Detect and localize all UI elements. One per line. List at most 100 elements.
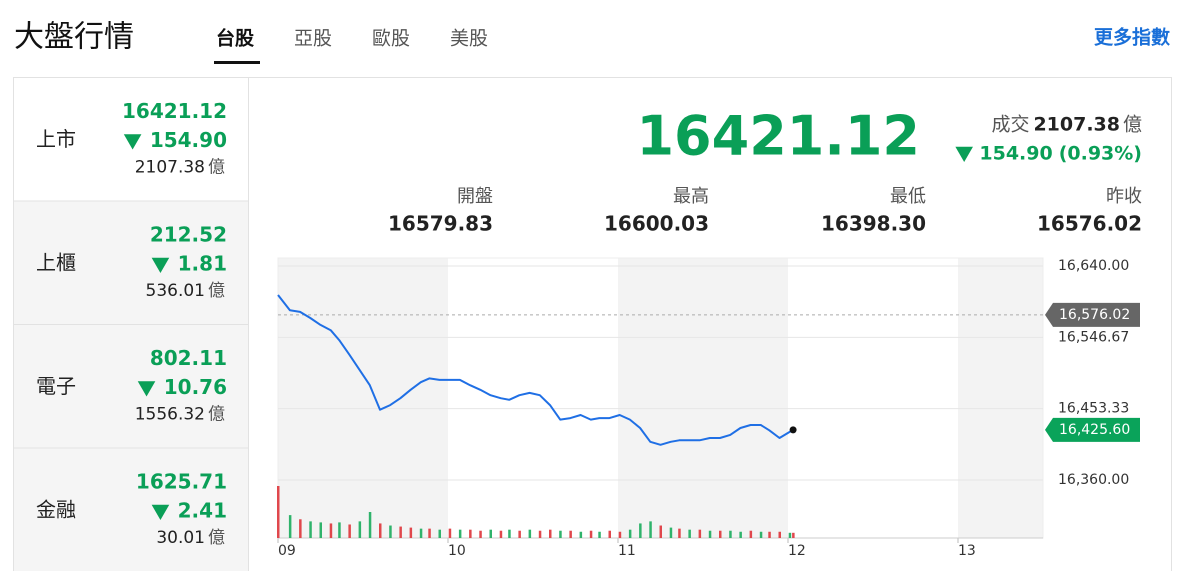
volume-bar (419, 528, 423, 538)
index-unit: 億 (208, 158, 225, 178)
volume-bar (719, 530, 722, 538)
volume-bar (288, 515, 292, 538)
index-volume: 1556.32 (135, 405, 205, 425)
volume-bar (489, 529, 492, 538)
volume-bar (749, 530, 753, 538)
quote-change-pct: (0.93%) (1059, 143, 1142, 165)
index-name: 上櫃 (36, 251, 76, 275)
volume-bar (678, 528, 681, 538)
volume-bar (399, 526, 402, 538)
volume-bar (277, 486, 280, 538)
volume-bar (659, 525, 662, 538)
volume-bar (508, 529, 511, 538)
volume-bar (428, 528, 431, 538)
y-tick-label: 16,453.33 (1058, 401, 1129, 417)
volume-bar (639, 523, 642, 538)
volume-bar (649, 521, 652, 538)
volume-bar (299, 519, 302, 538)
index-row[interactable] (13, 447, 249, 571)
volume-bar (708, 530, 712, 538)
index-change: 1.81 (178, 252, 227, 276)
more-link[interactable]: 更多指數 (1094, 26, 1170, 49)
index-price: 16421.12 (122, 99, 227, 123)
volume-bar (319, 522, 322, 538)
stat-value: 16579.83 (388, 212, 493, 236)
tab[interactable]: 歐股 (372, 28, 410, 50)
volume-bar (329, 523, 333, 538)
stat-label: 開盤 (457, 186, 493, 207)
tab[interactable]: 亞股 (294, 28, 332, 50)
volume-bar (559, 530, 562, 538)
volume-bar (438, 529, 441, 538)
y-tick-label: 16,546.67 (1058, 329, 1129, 345)
stat-value: 16600.03 (604, 212, 709, 236)
volume-bar (469, 529, 472, 538)
down-triangle (955, 146, 973, 162)
reference-label: 16,576.02 (1059, 307, 1130, 323)
volume-bar (739, 531, 742, 538)
stat-value: 16398.30 (821, 212, 926, 236)
index-price: 802.11 (150, 346, 227, 370)
index-volume: 2107.38 (135, 158, 205, 178)
quote-volume: 2107.38 (1033, 114, 1120, 136)
session-band (958, 258, 1043, 538)
volume-bar (598, 531, 601, 538)
down-triangle (151, 504, 170, 520)
index-change: 10.76 (164, 375, 227, 399)
session-band (278, 258, 448, 538)
tab-underline (214, 61, 260, 64)
volume-bar (338, 522, 341, 538)
volume-bar (792, 532, 795, 538)
volume-bar (458, 529, 462, 538)
index-row[interactable] (13, 324, 249, 449)
price-line (277, 294, 794, 446)
volume-bar (579, 531, 583, 538)
x-tick-label: 12 (788, 543, 806, 559)
index-price: 212.52 (150, 223, 227, 247)
quote-price: 16421.12 (636, 105, 920, 168)
volume-bar (499, 530, 503, 538)
volume-bar (549, 529, 552, 538)
index-row[interactable] (13, 200, 249, 325)
volume-bar (538, 530, 542, 538)
volume-bar (518, 530, 521, 538)
index-name: 電子 (36, 374, 76, 398)
x-tick-label: 09 (278, 543, 296, 559)
volume-bar (698, 529, 702, 538)
index-unit: 億 (208, 281, 225, 301)
index-volume: 536.01 (146, 281, 205, 301)
volume-bar (788, 532, 792, 538)
volume-bar (618, 531, 622, 538)
y-tick-label: 16,640.00 (1058, 258, 1129, 274)
volume-bar (448, 528, 452, 538)
stat-value: 16576.02 (1037, 212, 1142, 236)
volume-bar (729, 530, 732, 538)
y-tick-label: 16,360.00 (1058, 472, 1129, 488)
reference-tag (1045, 302, 1140, 327)
last-point (789, 426, 797, 434)
tab[interactable]: 美股 (450, 28, 488, 50)
volume-bar (608, 530, 611, 538)
down-triangle (123, 134, 142, 150)
volume-bar (409, 527, 413, 538)
volume-bar (778, 531, 781, 538)
tab[interactable]: 台股 (216, 27, 254, 50)
volume-bar (628, 529, 632, 538)
index-name: 金融 (36, 498, 76, 522)
x-tick-label: 11 (618, 543, 636, 559)
stat-label: 昨收 (1106, 186, 1142, 207)
quote-volume-label: 成交 (991, 114, 1029, 136)
volume-bar (479, 530, 482, 538)
x-tick-label: 13 (958, 543, 976, 559)
volume-bar (358, 521, 362, 538)
down-triangle (151, 257, 170, 273)
volume-bar (348, 524, 351, 538)
index-unit: 億 (208, 528, 225, 548)
last-tag (1045, 417, 1140, 442)
index-unit: 億 (208, 405, 225, 425)
index-name: 上市 (36, 127, 76, 151)
stat-label: 最高 (673, 186, 709, 207)
index-price: 1625.71 (136, 470, 227, 494)
last-label: 16,425.60 (1059, 422, 1130, 438)
